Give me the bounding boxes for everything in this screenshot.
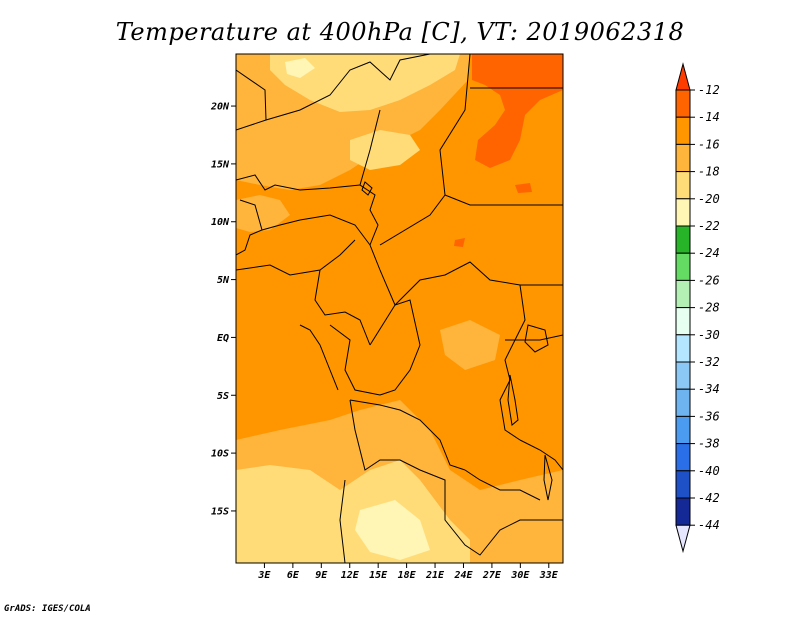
colorbar: -12 -14 -16 -18 -20 -22 -24 -26 -28 -30 -32 -34 -36 -… [675,62,720,554]
colorbar-swatch [675,171,691,200]
grads-credit: GrADS: IGES/COLA [4,604,91,614]
lon-tick-label: 21E [425,570,445,581]
border-line [499,284,526,441]
colorbar-bottom-triangle [675,524,691,554]
border-line [261,214,371,246]
lat-tick-label: EQ [217,333,229,344]
colorbar-label: -40 [698,464,720,478]
colorbar-label: -34 [698,382,720,396]
field-region-12-14-central [454,238,465,247]
colorbar-swatch [675,225,691,254]
longitude-axis: 3E 6E 9E 12E 15E 18E 21E 24E 27E 30E 33E [257,563,559,581]
lake-chad [361,181,373,196]
colorbar-label: -42 [698,491,720,505]
colorbar-swatch [675,470,691,499]
map-title: Temperature at 400hPa [C], VT: 201906231… [115,18,685,46]
field-region-16-18-west [236,195,290,232]
border-line [444,194,563,206]
colorbar-label: -18 [698,165,720,179]
temperature-field [236,54,563,563]
colorbar-label: -28 [698,301,720,315]
colorbar-swatch [675,252,691,281]
colorbar-swatch [675,443,691,472]
border-line [349,399,466,471]
latitude-axis: 20N 15N 10N 5N EQ 5S 10S 15S [210,102,236,517]
lon-tick-label: 18E [398,570,417,581]
lon-tick-label: 24E [453,570,473,581]
lon-tick-label: 33E [539,570,559,581]
lat-tick-label: 5S [217,391,229,402]
lon-tick-label: 9E [315,570,328,581]
colorbar-label: -44 [698,518,720,532]
lon-tick-label: 12E [341,570,360,581]
field-region-18-20-north [270,54,460,112]
colorbar-swatch [675,116,691,145]
border-line [236,199,263,256]
lat-tick-label: 5N [217,275,230,286]
field-region-12-14-northeast-2 [515,183,532,193]
colorbar-top-triangle [675,62,691,91]
border-line [236,239,356,276]
colorbar-swatch [675,307,691,336]
coastline-gulf [299,324,339,391]
border-line [339,479,346,563]
border-line [464,469,541,501]
colorbar-label: -26 [698,273,720,287]
field-region-12-14-northeast [472,54,563,168]
colorbar-swatch [675,415,691,445]
border-line [236,69,267,131]
map-frame [235,53,564,564]
colorbar-swatch [675,89,691,118]
colorbar-label: -30 [698,328,720,342]
border-line [329,324,381,396]
lat-tick-label: 15N [211,159,230,170]
colorbar-label: -24 [698,246,720,260]
lon-tick-label: 15E [369,570,388,581]
lat-tick-label: 20N [210,102,230,113]
colorbar-swatch [675,388,691,417]
border-line [236,174,361,191]
lon-tick-label: 3E [257,570,271,581]
lon-tick-label: 30E [510,570,530,581]
lake-tanganyika [507,374,519,426]
field-region-18-20-south-2 [290,520,350,560]
lat-tick-label: 15S [211,506,229,517]
border-line [314,269,371,346]
colorbar-label: -20 [698,192,720,206]
colorbar-swatch [675,334,691,363]
colorbar-swatch [675,198,691,227]
border-line [379,261,563,306]
colorbar-label: -12 [698,83,720,97]
colorbar-label: -36 [698,409,720,423]
lake-malawi [543,454,553,501]
country-borders [236,54,563,563]
colorbar-swatch [675,361,691,390]
colorbar-swatch [675,143,691,173]
field-region-16-18-center [440,320,500,370]
border-line [265,54,431,121]
colorbar-label: -32 [698,355,720,369]
border-line [369,299,421,396]
lake-victoria [524,324,549,353]
lat-tick-label: 10N [211,217,230,228]
colorbar-label: -22 [698,219,720,233]
lat-tick-label: 10S [211,449,229,460]
colorbar-swatch [675,279,691,309]
colorbar-swatch [675,497,691,526]
border-line [359,109,381,271]
field-region-20-22-north [285,58,315,78]
border-line [379,54,471,246]
colorbar-label: -14 [698,110,720,124]
border-line [505,334,563,341]
lon-tick-label: 6E [287,570,300,581]
lon-tick-label: 27E [482,570,502,581]
field-region-20-22-south [355,500,430,560]
colorbar-label: -16 [698,137,720,151]
border-line [349,399,563,556]
border-line [519,439,563,471]
colorbar-label: -38 [698,437,720,451]
